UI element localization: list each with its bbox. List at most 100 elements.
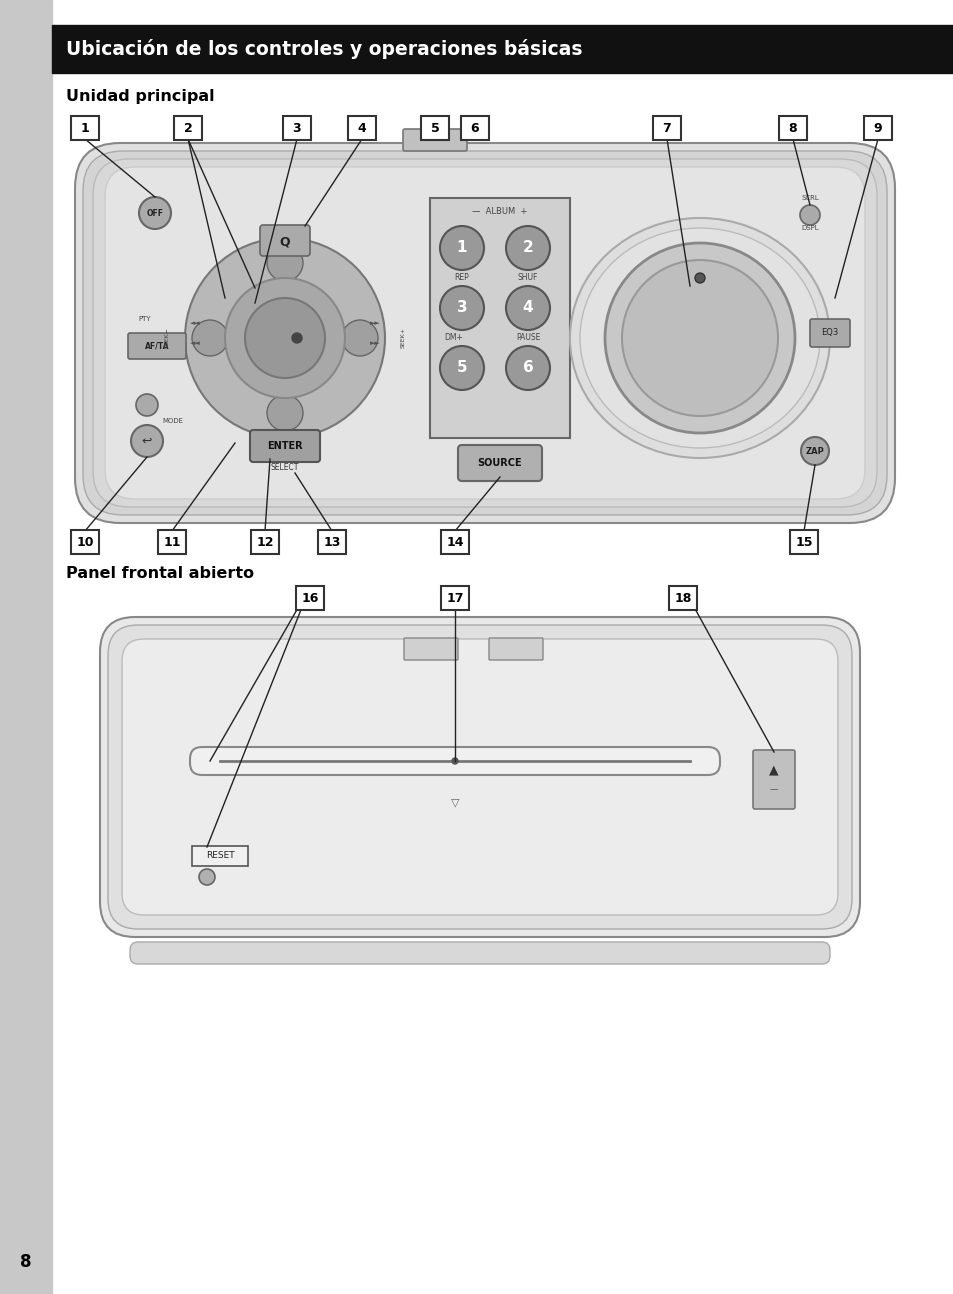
Text: 11: 11 bbox=[163, 537, 180, 550]
Circle shape bbox=[267, 245, 303, 281]
Text: 12: 12 bbox=[256, 537, 274, 550]
Text: ◄◄: ◄◄ bbox=[190, 320, 200, 326]
Text: —  ALBUM  +: — ALBUM + bbox=[472, 207, 527, 216]
Text: 17: 17 bbox=[446, 593, 463, 606]
FancyBboxPatch shape bbox=[260, 225, 310, 256]
FancyBboxPatch shape bbox=[440, 531, 469, 554]
Text: —: — bbox=[769, 785, 778, 795]
FancyBboxPatch shape bbox=[251, 531, 278, 554]
Ellipse shape bbox=[569, 217, 829, 458]
FancyBboxPatch shape bbox=[489, 638, 542, 660]
Text: SELECT: SELECT bbox=[271, 463, 299, 472]
FancyBboxPatch shape bbox=[402, 129, 467, 151]
Bar bbox=[430, 198, 569, 437]
Text: 13: 13 bbox=[323, 537, 340, 550]
Text: 1: 1 bbox=[456, 241, 467, 255]
FancyBboxPatch shape bbox=[457, 445, 541, 481]
Text: 15: 15 bbox=[795, 537, 812, 550]
Text: 5: 5 bbox=[456, 361, 467, 375]
FancyBboxPatch shape bbox=[440, 586, 469, 609]
Text: 6: 6 bbox=[522, 361, 533, 375]
Circle shape bbox=[439, 226, 483, 270]
Text: ENTER: ENTER bbox=[267, 441, 302, 452]
Circle shape bbox=[139, 197, 171, 229]
Text: 5: 5 bbox=[430, 123, 439, 136]
Text: 3: 3 bbox=[456, 300, 467, 316]
Text: SOURCE: SOURCE bbox=[477, 458, 521, 468]
Text: 1: 1 bbox=[81, 123, 90, 136]
Text: 10: 10 bbox=[76, 537, 93, 550]
FancyBboxPatch shape bbox=[192, 846, 248, 866]
Ellipse shape bbox=[579, 228, 820, 448]
Circle shape bbox=[267, 395, 303, 431]
Text: Panel frontal abierto: Panel frontal abierto bbox=[66, 567, 253, 581]
Text: PTY: PTY bbox=[138, 316, 151, 322]
FancyBboxPatch shape bbox=[71, 116, 99, 140]
Bar bbox=[0, 0, 52, 1294]
FancyBboxPatch shape bbox=[809, 320, 849, 347]
FancyBboxPatch shape bbox=[105, 167, 864, 499]
Text: 8: 8 bbox=[788, 123, 797, 136]
FancyBboxPatch shape bbox=[158, 531, 186, 554]
Text: 4: 4 bbox=[522, 300, 533, 316]
FancyBboxPatch shape bbox=[863, 116, 891, 140]
Text: 18: 18 bbox=[674, 593, 691, 606]
Circle shape bbox=[801, 437, 828, 465]
Circle shape bbox=[225, 278, 345, 399]
Text: 7: 7 bbox=[662, 123, 671, 136]
Circle shape bbox=[439, 345, 483, 389]
FancyBboxPatch shape bbox=[100, 617, 859, 937]
Circle shape bbox=[800, 204, 820, 225]
Circle shape bbox=[131, 424, 163, 457]
Text: RESET: RESET bbox=[206, 851, 234, 861]
FancyBboxPatch shape bbox=[122, 639, 837, 915]
Text: ►►: ►► bbox=[369, 340, 380, 345]
FancyBboxPatch shape bbox=[83, 151, 886, 515]
Circle shape bbox=[505, 345, 550, 389]
Circle shape bbox=[136, 393, 158, 415]
Text: Q: Q bbox=[279, 236, 290, 248]
Text: MODE: MODE bbox=[162, 418, 183, 424]
Circle shape bbox=[292, 333, 302, 343]
Text: 2: 2 bbox=[522, 241, 533, 255]
FancyBboxPatch shape bbox=[668, 586, 697, 609]
FancyBboxPatch shape bbox=[173, 116, 202, 140]
Text: SCRL: SCRL bbox=[801, 195, 818, 201]
Text: 14: 14 bbox=[446, 537, 463, 550]
Text: 4: 4 bbox=[357, 123, 366, 136]
Text: 9: 9 bbox=[873, 123, 882, 136]
Circle shape bbox=[604, 243, 794, 433]
FancyBboxPatch shape bbox=[348, 116, 375, 140]
FancyBboxPatch shape bbox=[460, 116, 489, 140]
Circle shape bbox=[695, 273, 704, 283]
Text: 8: 8 bbox=[20, 1253, 31, 1271]
Text: 3: 3 bbox=[293, 123, 301, 136]
FancyBboxPatch shape bbox=[420, 116, 449, 140]
FancyBboxPatch shape bbox=[71, 531, 99, 554]
Text: AF/TA: AF/TA bbox=[145, 342, 169, 351]
Text: ZAP: ZAP bbox=[804, 446, 823, 455]
Circle shape bbox=[505, 286, 550, 330]
Text: 6: 6 bbox=[470, 123, 478, 136]
FancyBboxPatch shape bbox=[403, 638, 457, 660]
FancyBboxPatch shape bbox=[295, 586, 324, 609]
FancyBboxPatch shape bbox=[130, 942, 829, 964]
Text: DM+: DM+ bbox=[444, 334, 463, 343]
Circle shape bbox=[245, 298, 325, 378]
FancyBboxPatch shape bbox=[789, 531, 817, 554]
Text: 2: 2 bbox=[183, 123, 193, 136]
Text: ▲: ▲ bbox=[768, 763, 778, 776]
Circle shape bbox=[439, 286, 483, 330]
FancyBboxPatch shape bbox=[283, 116, 311, 140]
FancyBboxPatch shape bbox=[108, 625, 851, 929]
Text: SHUF: SHUF bbox=[517, 273, 537, 282]
Circle shape bbox=[621, 260, 778, 415]
Circle shape bbox=[185, 238, 385, 437]
Text: SEEK−: SEEK− bbox=[164, 327, 170, 348]
Circle shape bbox=[505, 226, 550, 270]
Text: REP: REP bbox=[455, 273, 469, 282]
FancyBboxPatch shape bbox=[752, 751, 794, 809]
FancyBboxPatch shape bbox=[190, 747, 720, 775]
FancyBboxPatch shape bbox=[92, 159, 876, 507]
Text: SEEK+: SEEK+ bbox=[400, 327, 405, 348]
